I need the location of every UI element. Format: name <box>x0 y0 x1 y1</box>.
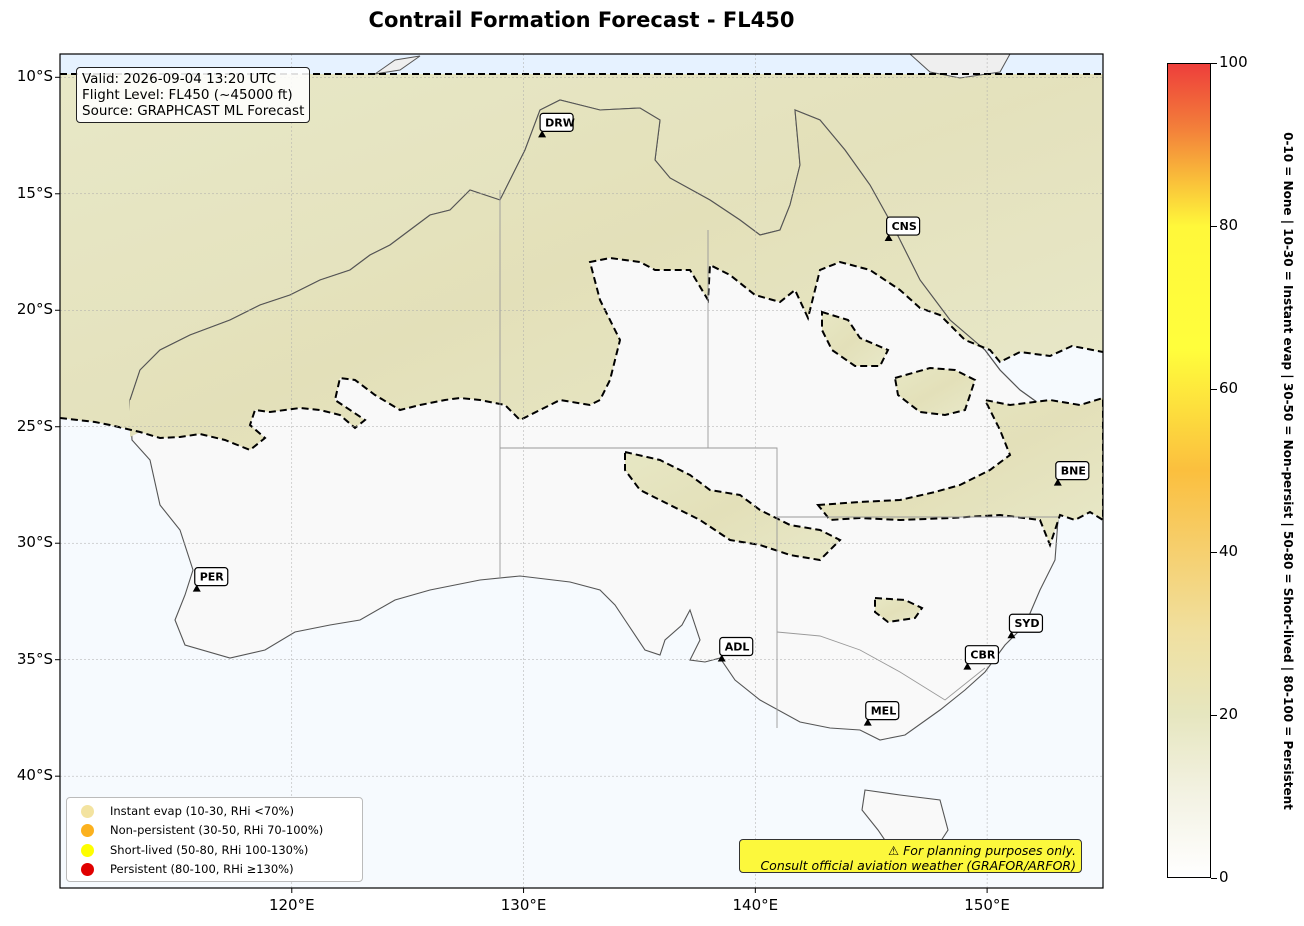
lat-label: 20°S <box>16 300 53 319</box>
airport-label-box <box>719 636 754 657</box>
state-borders <box>499 190 1058 728</box>
legend-item-persistent: Persistent (80-100, RHi ≥130%) <box>81 860 294 878</box>
legend-label-short-lived: Short-lived (50-80, RHi 100-130%) <box>110 843 309 857</box>
colorbar-side-label: 0-10 = None | 10-30 = Instant evap | 30-… <box>1281 66 1295 876</box>
legend-dot-non-persistent <box>81 823 94 837</box>
contrail-zone-north-land <box>130 100 985 450</box>
airport-code: CBR <box>970 649 995 662</box>
map-frame <box>59 53 1104 889</box>
airport-per: PER <box>192 567 229 592</box>
colorbar-tick <box>1211 551 1217 553</box>
airport-marker-icon <box>538 130 547 138</box>
lat-label: 30°S <box>16 533 53 552</box>
equatorward-strip <box>60 54 1103 74</box>
colorbar-tick-label: 40 <box>1219 542 1239 560</box>
legend-item-instant-evap: Instant evap (10-30, RHi <70%) <box>81 802 294 820</box>
airport-code: ADL <box>725 641 750 654</box>
airport-code: BNE <box>1061 465 1086 478</box>
colorbar-category-key: 0-10 = None | 10-30 = Instant evap | 30-… <box>1281 132 1295 810</box>
forecast-info-box: Valid: 2026-09-04 13:20 UTC Flight Level… <box>76 67 311 123</box>
legend-dot-short-lived <box>81 843 94 857</box>
airport-code: SYD <box>1014 617 1039 630</box>
airport-label-box <box>886 216 921 236</box>
airport-code: DRW <box>545 116 575 129</box>
airport-label-box <box>1008 613 1044 633</box>
airport-label-box <box>964 645 1000 665</box>
colorbar-tick <box>1211 714 1217 716</box>
airport-marker-icon <box>863 718 872 726</box>
airport-marker-icon <box>1007 631 1016 639</box>
contrail-zone-east <box>816 396 1103 548</box>
lat-label: 35°S <box>16 649 53 668</box>
colorbar-tick-label: 60 <box>1219 379 1239 397</box>
colorbar-tick <box>1211 877 1217 879</box>
lon-label: 120°E <box>268 896 315 914</box>
lat-label: 15°S <box>16 183 53 202</box>
legend: Instant evap (10-30, RHi <70%) Non-persi… <box>66 797 363 882</box>
airport-adl: ADL <box>717 636 754 662</box>
chart-title: Contrail Formation Forecast - FL450 <box>368 8 795 32</box>
contrail-zone-small-1 <box>821 310 890 367</box>
airport-cbr: CBR <box>963 645 1000 670</box>
lon-label: 140°E <box>732 896 779 914</box>
colorbar <box>1167 63 1211 878</box>
airport-cns: CNS <box>884 216 921 242</box>
lat-label: 40°S <box>16 766 53 785</box>
lat-label: 25°S <box>16 416 53 435</box>
landmass-timor <box>374 55 421 75</box>
airport-code: CNS <box>892 220 917 233</box>
airport-syd: SYD <box>1007 613 1044 639</box>
airport-code: MEL <box>871 705 896 718</box>
contrail-boundary-main <box>60 256 1103 452</box>
colorbar-tick-label: 100 <box>1219 53 1248 71</box>
airport-marker-icon <box>717 654 726 662</box>
airport-marker-icon <box>1053 478 1062 486</box>
colorbar-tick <box>1211 388 1217 390</box>
airport-markers: DRW CNS BNE PER ADL SYD CBR MEL <box>192 112 1090 726</box>
lon-label: 130°E <box>500 896 547 914</box>
colorbar-tick-label: 20 <box>1219 705 1239 723</box>
airport-label-box <box>194 567 229 587</box>
axis-ticks <box>55 76 988 893</box>
airport-marker-icon <box>963 662 972 670</box>
valid-time: Valid: 2026-09-04 13:20 UTC <box>82 71 277 87</box>
airport-marker-icon <box>884 234 893 242</box>
lat-label: 10°S <box>16 67 53 86</box>
colorbar-tick <box>1211 62 1217 64</box>
legend-dot-persistent <box>81 862 94 876</box>
disclaimer-line-2: Consult official aviation weather (GRAFO… <box>760 858 1076 873</box>
airport-mel: MEL <box>863 700 900 726</box>
legend-label-instant-evap: Instant evap (10-30, RHi <70%) <box>110 804 294 818</box>
airport-label-box <box>539 112 574 132</box>
contrail-zone-central <box>624 450 842 562</box>
legend-label-persistent: Persistent (80-100, RHi ≥130%) <box>110 862 294 876</box>
airport-label-box <box>865 700 900 721</box>
lon-label: 150°E <box>964 896 1010 914</box>
disclaimer-line-1: ⚠ For planning purposes only. <box>888 843 1076 858</box>
airport-drw: DRW <box>538 112 575 138</box>
contrail-zone-small-2 <box>893 366 977 417</box>
airport-label-box <box>1055 461 1090 481</box>
airport-marker-icon <box>192 584 201 592</box>
colorbar-tick-label: 80 <box>1219 216 1239 234</box>
legend-item-short-lived: Short-lived (50-80, RHi 100-130%) <box>81 841 308 859</box>
forecast-source: Source: GRAPHCAST ML Forecast <box>82 103 305 119</box>
legend-dot-instant-evap <box>81 804 94 818</box>
contrail-zone-small-3 <box>874 596 924 624</box>
flight-level: Flight Level: FL450 (~45000 ft) <box>82 87 293 103</box>
legend-label-non-persistent: Non-persistent (30-50, RHi 70-100%) <box>110 823 324 837</box>
colorbar-tick <box>1211 225 1217 227</box>
airport-code: PER <box>200 571 225 584</box>
airport-bne: BNE <box>1053 461 1090 486</box>
colorbar-tick-label: 0 <box>1219 868 1229 886</box>
disclaimer-box: ⚠ For planning purposes only. Consult of… <box>739 839 1082 873</box>
legend-item-non-persistent: Non-persistent (30-50, RHi 70-100%) <box>81 821 323 839</box>
gridlines <box>60 54 1103 888</box>
